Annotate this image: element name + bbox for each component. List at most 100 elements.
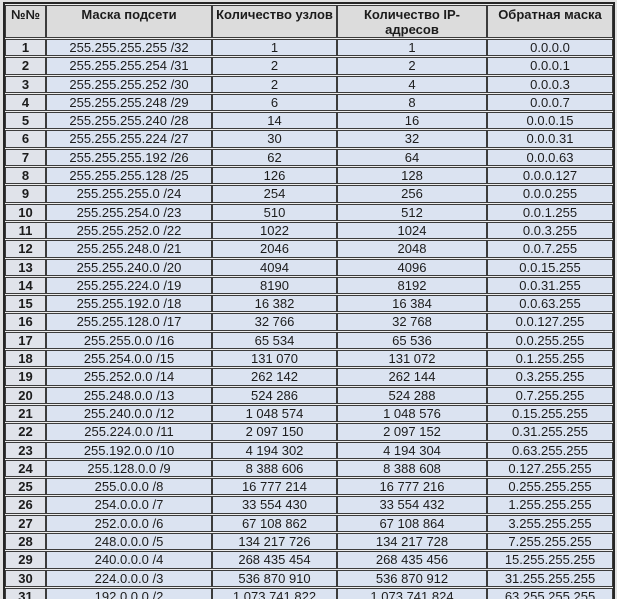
wildcard-mask-cell: 0.0.0.31	[487, 130, 613, 148]
row-number-cell: 8	[5, 167, 46, 185]
subnet-mask-cell: 255.255.255.254 /31	[46, 57, 212, 75]
host-count-cell: 536 870 910	[212, 569, 337, 587]
row-number-cell: 30	[5, 569, 46, 587]
row-number-cell: 18	[5, 350, 46, 368]
table-row: 16 255.255.128.0 /17 32 766 32 768 0.0.127.2…	[5, 313, 613, 331]
host-count-cell: 1 073 741 822	[212, 587, 337, 599]
row-number-cell: 12	[5, 240, 46, 258]
row-number-cell: 16	[5, 313, 46, 331]
wildcard-mask-cell: 0.0.0.1	[487, 57, 613, 75]
ip-count-cell: 2	[337, 57, 487, 75]
table-row: 21 255.240.0.0 /12 1 048 574 1 048 576 0.15.…	[5, 404, 613, 423]
wildcard-mask-cell: 0.0.0.15	[487, 112, 613, 130]
subnet-mask-cell: 254.0.0.0 /7	[46, 496, 212, 514]
wildcard-mask-cell: 0.255.255.255	[487, 478, 613, 496]
subnet-mask-cell: 255.252.0.0 /14	[46, 368, 212, 386]
subnet-mask-cell: 255.255.255.252 /30	[46, 75, 212, 93]
ip-count-cell: 8192	[337, 276, 487, 295]
wildcard-mask-cell: 31.255.255.255	[487, 569, 613, 587]
subnet-mask-cell: 255.255.255.248 /29	[46, 93, 212, 112]
table-row: 4 255.255.255.248 /29 6 8 0.0.0.7	[5, 93, 613, 112]
host-count-cell: 2	[212, 57, 337, 75]
subnet-mask-cell: 255.128.0.0 /9	[46, 459, 212, 478]
host-count-cell: 2 097 150	[212, 423, 337, 441]
host-count-cell: 16 777 214	[212, 478, 337, 496]
host-count-cell: 2	[212, 75, 337, 93]
table-row: 9 255.255.255.0 /24 254 256 0.0.0.255	[5, 185, 613, 203]
host-count-cell: 4 194 302	[212, 441, 337, 459]
wildcard-mask-cell: 0.127.255.255	[487, 459, 613, 478]
ip-count-cell: 32	[337, 130, 487, 148]
table-row: 31 192.0.0.0 /2 1 073 741 822 1 073 741 824…	[5, 587, 613, 599]
subnet-mask-cell: 255.254.0.0 /15	[46, 350, 212, 368]
table-row: 6 255.255.255.224 /27 30 32 0.0.0.31	[5, 130, 613, 148]
wildcard-mask-cell: 63.255.255.255	[487, 587, 613, 599]
subnet-mask-cell: 240.0.0.0 /4	[46, 551, 212, 569]
table-row: 25 255.0.0.0 /8 16 777 214 16 777 216 0.255.…	[5, 478, 613, 496]
ip-count-cell: 262 144	[337, 368, 487, 386]
wildcard-mask-cell: 0.0.127.255	[487, 313, 613, 331]
row-number-cell: 2	[5, 57, 46, 75]
table-row: 23 255.192.0.0 /10 4 194 302 4 194 304 0.63.…	[5, 441, 613, 459]
table-row: 10 255.255.254.0 /23 510 512 0.0.1.255	[5, 203, 613, 221]
wildcard-mask-cell: 0.63.255.255	[487, 441, 613, 459]
subnet-mask-cell: 255.255.0.0 /16	[46, 331, 212, 350]
table-row: 18 255.254.0.0 /15 131 070 131 072 0.1.255.2…	[5, 350, 613, 368]
ip-count-cell: 16 384	[337, 295, 487, 313]
host-count-cell: 16 382	[212, 295, 337, 313]
row-number-cell: 23	[5, 441, 46, 459]
table-row: 1 255.255.255.255 /32 1 1 0.0.0.0	[5, 39, 613, 57]
wildcard-mask-cell: 0.15.255.255	[487, 404, 613, 423]
row-number-cell: 4	[5, 93, 46, 112]
host-count-cell: 14	[212, 112, 337, 130]
row-number-cell: 6	[5, 130, 46, 148]
host-count-cell: 126	[212, 167, 337, 185]
table-row: 7 255.255.255.192 /26 62 64 0.0.0.63	[5, 148, 613, 167]
ip-count-cell: 64	[337, 148, 487, 167]
row-number-cell: 31	[5, 587, 46, 599]
table-row: 17 255.255.0.0 /16 65 534 65 536 0.0.255.255	[5, 331, 613, 350]
wildcard-mask-cell: 0.0.0.255	[487, 185, 613, 203]
ip-count-cell: 8	[337, 93, 487, 112]
host-count-cell: 510	[212, 203, 337, 221]
host-count-cell: 8190	[212, 276, 337, 295]
row-number-cell: 10	[5, 203, 46, 221]
col-header-ip-count: Количество IP-адресов	[337, 5, 487, 38]
ip-count-cell: 2048	[337, 240, 487, 258]
wildcard-mask-cell: 0.0.255.255	[487, 331, 613, 350]
subnet-mask-cell: 252.0.0.0 /6	[46, 514, 212, 533]
host-count-cell: 524 286	[212, 386, 337, 404]
col-header-subnet-mask: Маска подсети	[46, 5, 212, 38]
subnet-mask-cell: 255.255.255.128 /25	[46, 167, 212, 185]
table-row: 8 255.255.255.128 /25 126 128 0.0.0.127	[5, 167, 613, 185]
ip-count-cell: 256	[337, 185, 487, 203]
host-count-cell: 33 554 430	[212, 496, 337, 514]
row-number-cell: 20	[5, 386, 46, 404]
subnet-mask-cell: 255.255.255.0 /24	[46, 185, 212, 203]
host-count-cell: 1	[212, 39, 337, 57]
table-row: 27 252.0.0.0 /6 67 108 862 67 108 864 3.255.…	[5, 514, 613, 533]
host-count-cell: 254	[212, 185, 337, 203]
row-number-cell: 21	[5, 404, 46, 423]
ip-count-cell: 1 073 741 824	[337, 587, 487, 599]
ip-count-cell: 32 768	[337, 313, 487, 331]
ip-count-cell: 2 097 152	[337, 423, 487, 441]
host-count-cell: 1022	[212, 221, 337, 240]
ip-count-cell: 268 435 456	[337, 551, 487, 569]
subnet-mask-cell: 255.248.0.0 /13	[46, 386, 212, 404]
row-number-cell: 3	[5, 75, 46, 93]
table-row: 13 255.255.240.0 /20 4094 4096 0.0.15.255	[5, 258, 613, 276]
host-count-cell: 1 048 574	[212, 404, 337, 423]
wildcard-mask-cell: 3.255.255.255	[487, 514, 613, 533]
table-row: 15 255.255.192.0 /18 16 382 16 384 0.0.63.25…	[5, 295, 613, 313]
host-count-cell: 2046	[212, 240, 337, 258]
ip-count-cell: 134 217 728	[337, 533, 487, 551]
wildcard-mask-cell: 0.0.1.255	[487, 203, 613, 221]
ip-count-cell: 1	[337, 39, 487, 57]
ip-count-cell: 4	[337, 75, 487, 93]
wildcard-mask-cell: 0.0.63.255	[487, 295, 613, 313]
row-number-cell: 11	[5, 221, 46, 240]
row-number-cell: 7	[5, 148, 46, 167]
wildcard-mask-cell: 0.0.15.255	[487, 258, 613, 276]
subnet-mask-cell: 255.255.255.192 /26	[46, 148, 212, 167]
